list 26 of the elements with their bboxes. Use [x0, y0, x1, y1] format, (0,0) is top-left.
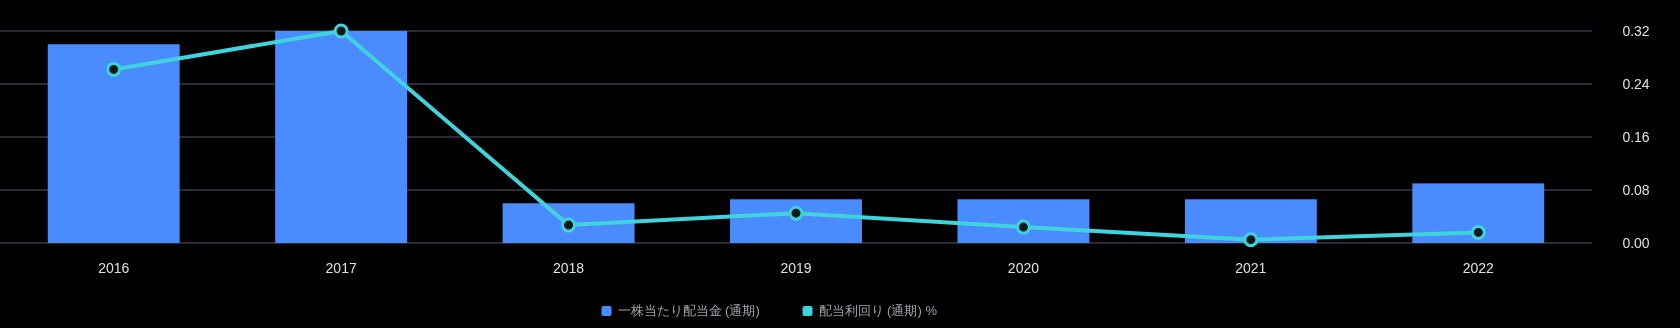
bar	[1412, 183, 1545, 243]
y-tick-label: 0.16	[1622, 128, 1650, 145]
x-tick-label: 2021	[1235, 260, 1267, 276]
point	[561, 217, 577, 233]
point	[333, 23, 349, 39]
bar	[275, 31, 408, 243]
x-tick-label: 2019	[780, 260, 812, 276]
y-tick-label: 0.24	[1622, 75, 1650, 92]
y-tick-label: 0.32	[1622, 22, 1650, 39]
point	[106, 61, 122, 77]
x-tick-label: 2017	[325, 260, 357, 276]
point	[1243, 232, 1259, 248]
point	[1470, 224, 1486, 240]
y-tick-label: 0.00	[1622, 234, 1650, 251]
bar	[47, 44, 180, 243]
x-tick-label: 2020	[1007, 260, 1040, 276]
legend-label: 配当利回り (通期) %	[818, 303, 938, 318]
y-tick-label: 0.08	[1622, 181, 1650, 198]
bar	[502, 203, 635, 243]
x-tick-label: 2016	[98, 260, 130, 276]
bar	[1184, 199, 1317, 243]
legend-label: 一株当たり配当金 (通期)	[617, 303, 760, 318]
x-tick-label: 2022	[1462, 260, 1495, 276]
x-tick-label: 2018	[552, 260, 585, 276]
point	[1015, 219, 1031, 235]
point	[788, 205, 804, 221]
